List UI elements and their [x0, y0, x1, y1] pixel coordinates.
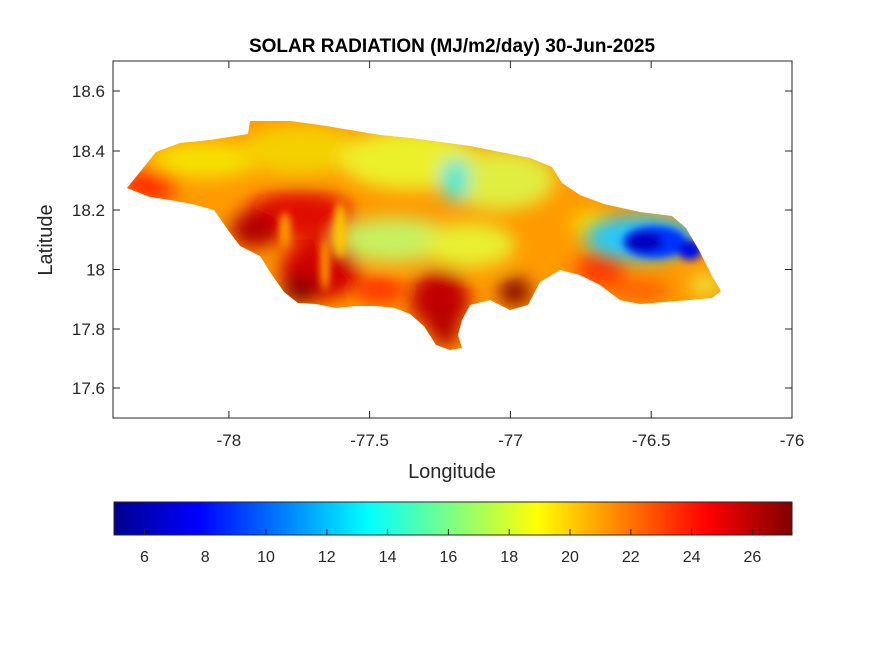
- x-tick-label: -77.5: [350, 431, 389, 450]
- y-tick-label: 17.6: [72, 379, 105, 398]
- colorbar-tick-label: 16: [440, 549, 458, 566]
- colorbar-tick-label: 12: [318, 549, 336, 566]
- x-tick-label: -76.5: [632, 431, 671, 450]
- colorbar-tick-label: 8: [201, 549, 210, 566]
- colorbar-tick-label: 10: [257, 549, 275, 566]
- y-tick-label: 18.2: [72, 201, 105, 220]
- colorbar-tick-marks: [143, 529, 753, 535]
- y-tick-marks: [113, 90, 792, 389]
- x-tick-label: -78: [217, 431, 242, 450]
- y-tick-label: 18: [86, 261, 105, 280]
- colorbar: [113, 501, 793, 536]
- x-tick-label: -76: [780, 431, 805, 450]
- x-axis-label: Longitude: [408, 461, 496, 483]
- y-tick-label: 18.4: [72, 142, 105, 161]
- x-tick-marks: [228, 61, 652, 418]
- y-tick-label: 17.8: [72, 320, 105, 339]
- chart-title: SOLAR RADIATION (MJ/m2/day) 30-Jun-2025: [249, 36, 656, 57]
- colorbar-tick-label: 14: [379, 549, 397, 566]
- colorbar-tick-label: 22: [622, 549, 640, 566]
- colorbar-tick-label: 26: [744, 549, 762, 566]
- colorbar-tick-label: 24: [683, 549, 701, 566]
- y-axis-label: Latitude: [35, 204, 57, 275]
- colorbar-tick-label: 18: [500, 549, 518, 566]
- colorbar-tick-label: 6: [140, 549, 149, 566]
- colorbar-tick-label: 20: [561, 549, 579, 566]
- y-tick-label: 18.6: [72, 82, 105, 101]
- x-tick-label: -77: [498, 431, 523, 450]
